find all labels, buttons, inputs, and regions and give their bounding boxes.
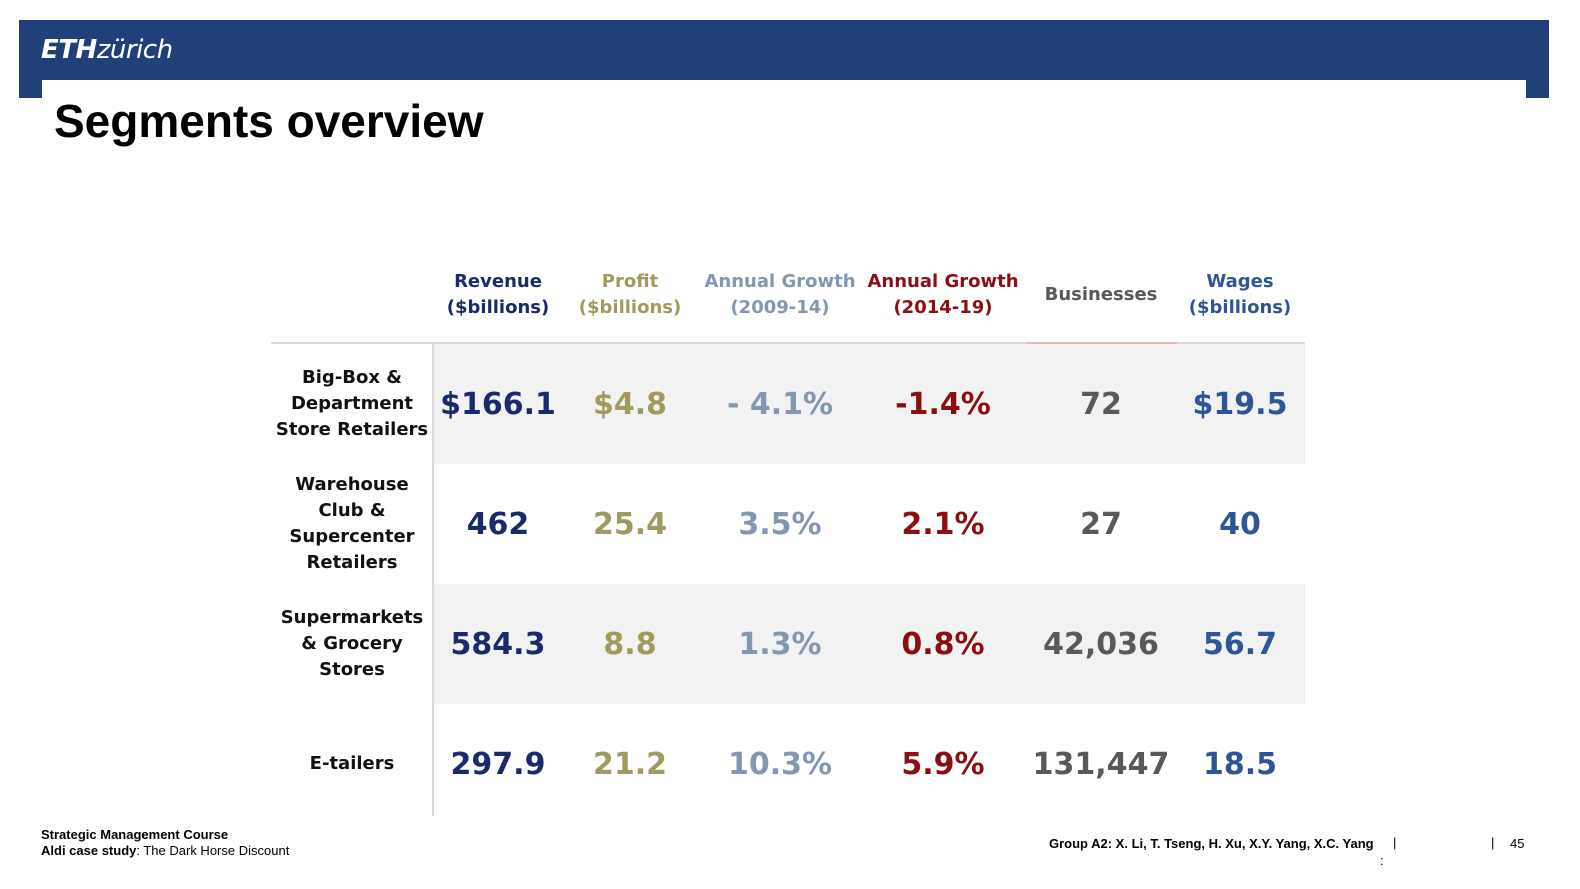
row-label-e-tailers: E-tailers xyxy=(271,704,433,824)
cell-businesses: 42,036 xyxy=(1043,626,1159,662)
cell-businesses: 27 xyxy=(1080,506,1122,542)
row-label-line: Store Retailers xyxy=(275,419,429,440)
column-header-line2: (2014-19) xyxy=(893,297,993,318)
footer-separator-colon: : xyxy=(1380,853,1384,868)
cell-profit: 8.8 xyxy=(603,626,657,662)
row-label-line: Supermarkets xyxy=(280,607,424,628)
footer-case-rest: : The Dark Horse Discount xyxy=(136,843,290,858)
footer-course-info: Strategic Management Course Aldi case st… xyxy=(41,827,289,859)
column-header-line2: ($billions) xyxy=(446,297,550,318)
cell-wages: $19.5 xyxy=(1192,386,1288,422)
column-header-revenue: Revenue ($billions) xyxy=(428,248,568,342)
slide-title: Segments overview xyxy=(54,95,484,147)
cell-wages: 40 xyxy=(1219,506,1261,542)
column-header-line1: Profit xyxy=(601,271,659,292)
cell-growth-2014-19: 0.8% xyxy=(901,626,985,662)
cell-profit: 25.4 xyxy=(592,506,668,542)
column-header-growth-2009-14: Annual Growth (2009-14) xyxy=(700,248,860,342)
row-label-line: & Grocery xyxy=(301,633,403,654)
cell-wages: 18.5 xyxy=(1202,746,1278,782)
column-header-line1: Businesses xyxy=(1044,284,1158,305)
cell-growth-2014-19: -1.4% xyxy=(895,386,991,422)
row-shade xyxy=(433,584,1305,704)
cell-revenue: 584.3 xyxy=(450,626,546,662)
cell-revenue: 462 xyxy=(466,506,530,542)
column-header-profit: Profit ($billions) xyxy=(560,248,700,342)
row-label-line: Supercenter xyxy=(289,526,415,547)
eth-zurich-logo: ETHzürich xyxy=(41,34,173,66)
column-header-line1: Revenue xyxy=(454,271,542,292)
header-white-strip xyxy=(42,80,1526,100)
cell-profit: $4.8 xyxy=(592,386,668,422)
footer-separator: | xyxy=(1393,835,1397,850)
footer-course: Strategic Management Course xyxy=(41,827,229,842)
column-header-businesses: Businesses xyxy=(1031,248,1171,342)
cell-growth-2009-14: - 4.1% xyxy=(726,386,834,422)
column-header-line2: ($billions) xyxy=(1188,297,1292,318)
cell-growth-2009-14: 3.5% xyxy=(738,506,822,542)
column-header-growth-2014-19: Annual Growth (2014-19) xyxy=(863,248,1023,342)
column-header-line2: (2009-14) xyxy=(730,297,830,318)
row-label-supermarkets: Supermarkets & Grocery Stores xyxy=(271,584,433,704)
cell-wages: 56.7 xyxy=(1202,626,1278,662)
row-shade xyxy=(433,344,1305,464)
cell-growth-2014-19: 5.9% xyxy=(901,746,985,782)
column-header-line1: Annual Growth xyxy=(867,271,1019,292)
logo-zurich-text: zürich xyxy=(96,35,173,65)
header-divider-accent xyxy=(1027,342,1177,344)
row-label-line: Stores xyxy=(319,659,385,680)
row-label-line: Warehouse xyxy=(295,474,409,495)
cell-revenue: $166.1 xyxy=(440,386,556,422)
cell-growth-2009-14: 1.3% xyxy=(738,626,822,662)
page-number: 45 xyxy=(1510,836,1525,851)
cell-growth-2014-19: 2.1% xyxy=(901,506,985,542)
row-label-line: E-tailers xyxy=(309,753,395,774)
logo-eth-text: ETH xyxy=(41,35,97,65)
footer-group-authors: Group A2: X. Li, T. Tseng, H. Xu, X.Y. Y… xyxy=(1049,836,1374,851)
cell-businesses: 131,447 xyxy=(1032,746,1170,782)
row-label-big-box: Big-Box & Department Store Retailers xyxy=(271,344,433,464)
row-label-warehouse: Warehouse Club & Supercenter Retailers xyxy=(271,464,433,584)
cell-revenue: 297.9 xyxy=(450,746,546,782)
row-label-line: Department xyxy=(290,393,414,414)
row-label-line: Retailers xyxy=(306,552,398,573)
footer-case-bold: Aldi case study xyxy=(41,843,137,858)
header-divider xyxy=(271,342,1305,344)
row-label-line: Big-Box & xyxy=(302,367,402,388)
cell-profit: 21.2 xyxy=(592,746,668,782)
footer-separator: | xyxy=(1491,835,1495,850)
stub-column-divider xyxy=(432,344,434,816)
cell-businesses: 72 xyxy=(1080,386,1122,422)
column-header-line1: Wages xyxy=(1206,271,1274,292)
column-header-line1: Annual Growth xyxy=(704,271,856,292)
column-header-line2: ($billions) xyxy=(578,297,682,318)
cell-growth-2009-14: 10.3% xyxy=(727,746,833,782)
column-header-wages: Wages ($billions) xyxy=(1170,248,1310,342)
row-label-line: Club & xyxy=(318,500,386,521)
